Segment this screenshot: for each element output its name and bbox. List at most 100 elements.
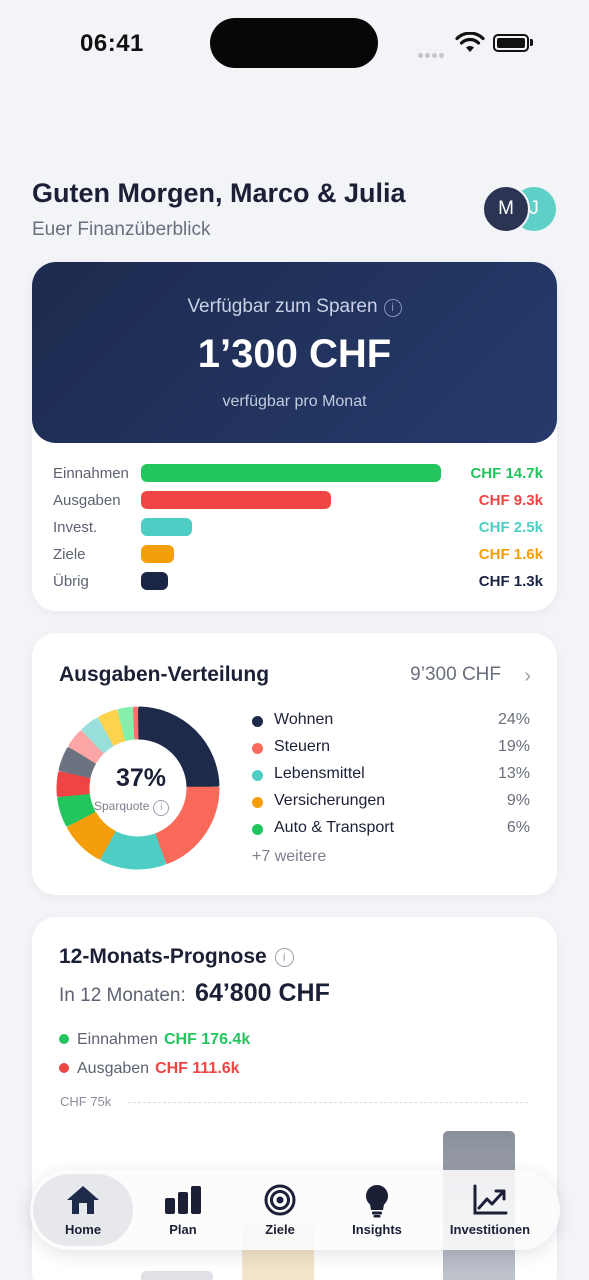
wifi-icon xyxy=(455,31,485,59)
legend-name: Auto & Transport xyxy=(274,819,395,836)
bar-value: CHF 1.3k xyxy=(478,573,543,590)
lightbulb-icon xyxy=(330,1184,424,1218)
income-label: Einnahmen xyxy=(77,1031,158,1048)
legend-item[interactable]: Wohnen 24% xyxy=(252,711,530,738)
bar-value: CHF 2.5k xyxy=(478,519,543,536)
info-icon[interactable]: i xyxy=(153,800,170,816)
legend-pct: 19% xyxy=(497,738,530,755)
savings-amount: 1’300 CHF xyxy=(197,332,392,376)
savings-per-month: verfügbar pro Monat xyxy=(222,393,367,410)
info-icon[interactable]: i xyxy=(274,948,294,967)
forecast-grid-line xyxy=(128,1102,528,1103)
status-time: 06:41 xyxy=(80,30,144,57)
expense-donut-chart xyxy=(56,706,220,870)
legend-dot xyxy=(252,770,263,781)
legend-dot xyxy=(252,716,263,727)
bar-value: CHF 1.6k xyxy=(478,546,543,563)
legend-item[interactable]: Steuern 19% xyxy=(252,738,530,765)
donut-segment xyxy=(98,709,126,746)
legend-item[interactable]: Lebensmittel 13% xyxy=(252,765,530,792)
bar-fill xyxy=(141,464,441,482)
donut-segment xyxy=(58,747,96,779)
forecast-bar xyxy=(141,1271,213,1280)
tab-plan[interactable]: Plan xyxy=(136,1170,230,1250)
bar-label: Übrig xyxy=(53,573,89,590)
tab-label: Investitionen xyxy=(449,1222,531,1237)
legend-pct: 24% xyxy=(497,711,530,728)
avatar-marco[interactable]: M xyxy=(482,185,530,233)
bar-label: Einnahmen xyxy=(53,465,129,482)
trend-chart-icon xyxy=(430,1184,550,1216)
tab-home[interactable]: Home xyxy=(30,1170,136,1250)
forecast-expense-row: Ausgaben CHF 111.6k xyxy=(59,1060,240,1078)
legend-dot xyxy=(252,824,263,835)
legend-item[interactable]: Auto & Transport 6% xyxy=(252,819,530,846)
more-categories-link[interactable]: +7 weitere xyxy=(252,848,327,865)
legend-item[interactable]: Versicherungen 9% xyxy=(252,792,530,819)
dynamic-island xyxy=(210,18,378,68)
forecast-subtitle: In 12 Monaten: xyxy=(59,985,186,1006)
bar-value: CHF 9.3k xyxy=(478,492,543,509)
tab-ziele[interactable]: Ziele xyxy=(230,1170,330,1250)
distribution-title: Ausgaben-Verteilung xyxy=(59,663,270,686)
donut-segment xyxy=(56,771,91,797)
savings-rate-label: Sparquote xyxy=(94,799,150,813)
income-value: CHF 176.4k xyxy=(163,1031,251,1048)
legend-pct: 6% xyxy=(506,819,530,836)
savings-card: Verfügbar zum Sparen i 1’300 CHF verfügba… xyxy=(32,262,557,611)
expense-dot xyxy=(59,1063,69,1073)
donut-segment xyxy=(132,706,139,740)
bar-row-ziele: Ziele CHF 1.6k xyxy=(53,543,543,570)
expense-distribution-card[interactable]: Ausgaben-Verteilung 9’300 CHF › 37% Spar… xyxy=(32,633,557,895)
tab-label: Plan xyxy=(169,1222,197,1237)
bar-fill xyxy=(141,572,168,590)
greeting-title: Guten Morgen, Marco & Julia xyxy=(32,178,406,208)
forecast-grid-label: CHF 75k xyxy=(60,1094,112,1109)
greeting-subtitle: Euer Finanzüberblick xyxy=(32,219,211,240)
legend-pct: 13% xyxy=(497,765,530,782)
bar-fill xyxy=(141,518,193,536)
savings-label: Verfügbar zum Sparen xyxy=(187,296,378,317)
donut-segment xyxy=(100,831,166,870)
cellular-signal-icon xyxy=(418,45,450,58)
bar-row-ausgaben: Ausgaben CHF 9.3k xyxy=(53,489,543,516)
tab-insights[interactable]: Insights xyxy=(330,1170,424,1250)
avatar-group[interactable]: J M xyxy=(482,185,562,235)
bar-fill xyxy=(141,491,331,509)
bar-label: Ziele xyxy=(53,546,86,563)
donut-segment xyxy=(81,717,114,754)
expense-label: Ausgaben xyxy=(77,1060,150,1077)
tab-label: Home xyxy=(64,1222,102,1237)
forecast-title: 12-Monats-Prognose xyxy=(59,945,267,968)
donut-segment xyxy=(137,706,220,788)
battery-icon xyxy=(493,34,533,52)
legend-name: Lebensmittel xyxy=(274,765,365,782)
donut-segment xyxy=(117,706,136,741)
info-icon[interactable]: i xyxy=(383,299,402,317)
status-bar: 06:41 xyxy=(0,0,589,90)
expense-value: CHF 111.6k xyxy=(155,1060,240,1077)
forecast-amount: 64’800 CHF xyxy=(195,979,330,1007)
tab-investitionen[interactable]: Investitionen xyxy=(430,1170,550,1250)
legend-dot xyxy=(252,797,263,808)
tab-bar: Home Plan Ziele Insights Investitionen xyxy=(30,1170,560,1250)
tab-label: Insights xyxy=(352,1222,402,1237)
donut-segment xyxy=(67,811,116,860)
distribution-legend: Wohnen 24% Steuern 19% Lebensmittel 13% Ver… xyxy=(252,711,530,846)
chevron-right-icon[interactable]: › xyxy=(524,665,531,687)
donut-segment xyxy=(68,730,104,764)
donut-segment xyxy=(57,793,96,827)
legend-pct: 9% xyxy=(506,792,530,809)
home-icon xyxy=(30,1184,136,1216)
bar-label: Invest. xyxy=(53,519,98,536)
legend-name: Wohnen xyxy=(274,711,334,728)
bar-chart-icon xyxy=(136,1184,230,1216)
tab-label: Ziele xyxy=(265,1222,295,1237)
distribution-total: 9’300 CHF xyxy=(410,664,501,685)
bar-label: Ausgaben xyxy=(53,492,121,509)
target-icon xyxy=(230,1184,330,1216)
donut-segment xyxy=(154,786,220,864)
income-dot xyxy=(59,1034,69,1044)
bar-value: CHF 14.7k xyxy=(470,465,543,482)
bar-fill xyxy=(141,545,174,563)
